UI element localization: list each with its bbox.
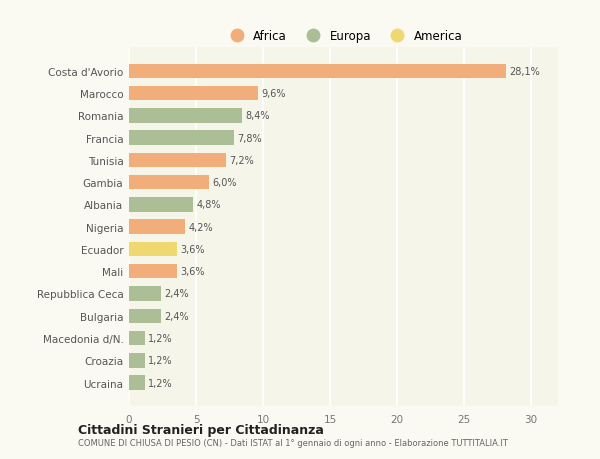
Legend: Africa, Europa, America: Africa, Europa, America	[220, 25, 467, 48]
Text: 9,6%: 9,6%	[261, 89, 286, 99]
Text: 3,6%: 3,6%	[181, 245, 205, 254]
Text: 4,8%: 4,8%	[197, 200, 221, 210]
Text: 1,2%: 1,2%	[148, 333, 173, 343]
Text: 1,2%: 1,2%	[148, 378, 173, 388]
Bar	[129, 220, 185, 235]
Text: 8,4%: 8,4%	[245, 111, 269, 121]
Text: Cittadini Stranieri per Cittadinanza: Cittadini Stranieri per Cittadinanza	[78, 423, 324, 436]
Text: 7,2%: 7,2%	[229, 156, 254, 166]
Bar	[129, 153, 226, 168]
Bar	[129, 87, 258, 101]
Bar	[129, 198, 193, 212]
Bar	[129, 353, 145, 368]
Text: 2,4%: 2,4%	[164, 289, 189, 299]
Bar	[129, 286, 161, 301]
Bar	[129, 331, 145, 346]
Text: 3,6%: 3,6%	[181, 267, 205, 277]
Bar	[129, 109, 242, 123]
Bar	[129, 131, 233, 146]
Bar	[129, 242, 177, 257]
Bar	[129, 264, 177, 279]
Text: 28,1%: 28,1%	[509, 67, 540, 77]
Text: 4,2%: 4,2%	[188, 222, 213, 232]
Bar	[129, 175, 209, 190]
Bar	[129, 64, 506, 79]
Bar	[129, 375, 145, 390]
Bar	[129, 309, 161, 323]
Text: 6,0%: 6,0%	[213, 178, 237, 188]
Text: 2,4%: 2,4%	[164, 311, 189, 321]
Text: COMUNE DI CHIUSA DI PESIO (CN) - Dati ISTAT al 1° gennaio di ogni anno - Elabora: COMUNE DI CHIUSA DI PESIO (CN) - Dati IS…	[78, 438, 508, 447]
Text: 7,8%: 7,8%	[237, 134, 262, 143]
Text: 1,2%: 1,2%	[148, 356, 173, 365]
